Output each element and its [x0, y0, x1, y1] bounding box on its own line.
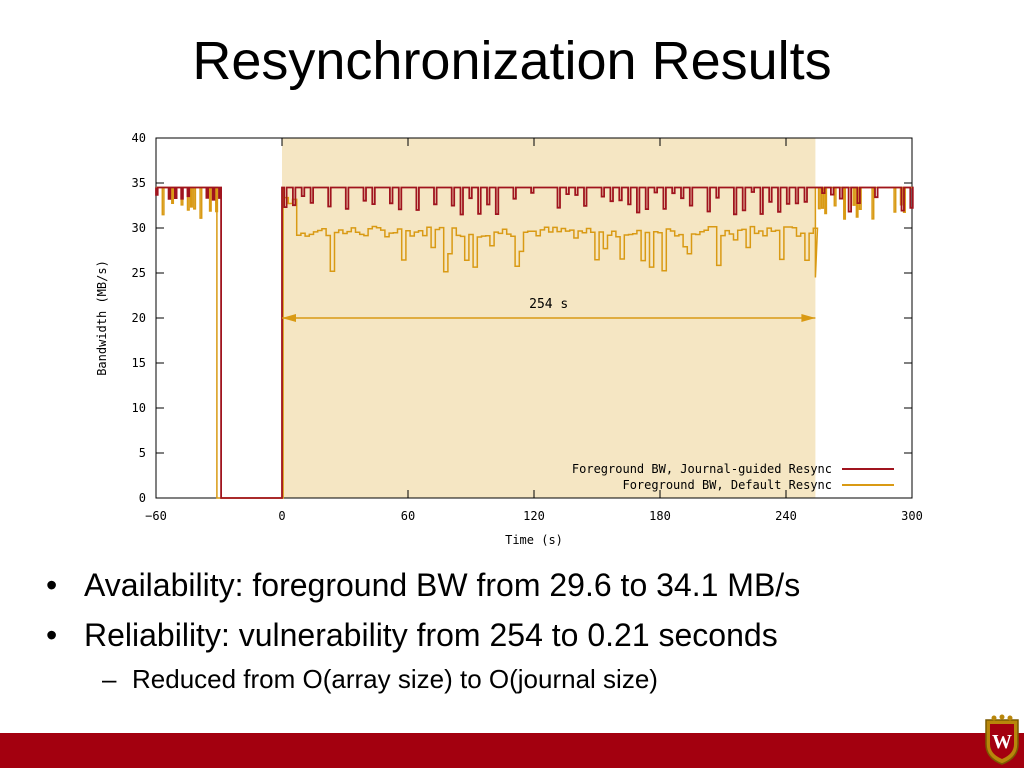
bullet-reliability: • Reliability: vulnerability from 254 to… — [40, 610, 1000, 660]
y-tick-label: 40 — [132, 131, 146, 145]
y-tick-label: 15 — [132, 356, 146, 370]
y-tick-label: 5 — [139, 446, 146, 460]
series-journal-guided-resync — [155, 186, 914, 499]
legend-label: Foreground BW, Journal-guided Resync — [572, 462, 832, 476]
footer-bar — [0, 733, 1024, 768]
y-tick-label: 0 — [139, 491, 146, 505]
x-tick-label: 240 — [775, 509, 797, 523]
bandwidth-chart: 0 5 10 15 20 25 30 35 40 −60 0 60 120 180 240 300 Time (… — [95, 131, 923, 547]
x-tick-label: 60 — [401, 509, 415, 523]
x-tick-label: 300 — [901, 509, 923, 523]
x-tick-label: 120 — [523, 509, 545, 523]
slide-title: Resynchronization Results — [192, 31, 832, 91]
y-tick-label: 20 — [132, 311, 146, 325]
x-tick-label: −60 — [145, 509, 167, 523]
university-crest-icon: W — [985, 714, 1019, 765]
bullet-list: • Availability: foreground BW from 29.6 … — [40, 560, 1000, 698]
x-tick-label: 0 — [278, 509, 285, 523]
x-tick-label: 180 — [649, 509, 671, 523]
y-tick-label: 10 — [132, 401, 146, 415]
y-tick-label: 35 — [132, 176, 146, 190]
bullet-availability: • Availability: foreground BW from 29.6 … — [40, 560, 1000, 610]
sub-bullet-text: Reduced from O(array size) to O(journal … — [132, 664, 658, 694]
legend-label: Foreground BW, Default Resync — [622, 478, 832, 492]
bullet-marker: • — [46, 617, 58, 653]
y-tick-label: 25 — [132, 266, 146, 280]
series-default-resync — [156, 186, 912, 499]
y-tick-label: 30 — [132, 221, 146, 235]
bullet-text: Availability: foreground BW from 29.6 to… — [84, 567, 801, 603]
sub-bullet-marker: – — [102, 664, 117, 694]
y-axis-label: Bandwidth (MB/s) — [95, 260, 109, 376]
x-axis-label: Time (s) — [505, 533, 563, 547]
annotation-arrowhead-left — [282, 314, 296, 322]
annotation-label: 254 s — [529, 297, 568, 312]
sub-bullet-reduced: – Reduced from O(array size) to O(journa… — [40, 660, 1000, 698]
crest-letter: W — [992, 731, 1012, 753]
bullet-text: Reliability: vulnerability from 254 to 0… — [84, 617, 778, 653]
annotation-arrowhead-right — [801, 314, 816, 322]
bullet-marker: • — [46, 567, 58, 603]
